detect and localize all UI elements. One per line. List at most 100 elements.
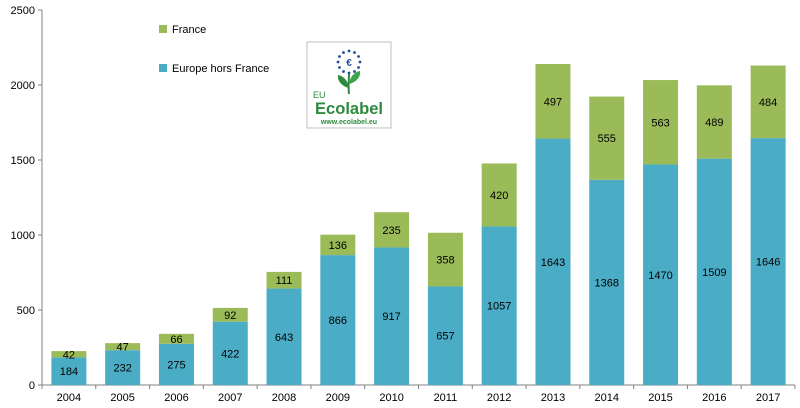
- data-label: 1057: [487, 301, 511, 313]
- data-label: 184: [60, 366, 78, 378]
- data-label: 111: [276, 275, 293, 287]
- data-label: 489: [705, 117, 723, 129]
- legend-label-france: France: [172, 24, 206, 36]
- data-label: 1368: [595, 277, 619, 289]
- bar-segment: [696, 158, 732, 385]
- logo-ecolabel-text: Ecolabel: [315, 99, 383, 118]
- bar-segment: [320, 255, 356, 385]
- star-icon: [353, 70, 356, 73]
- x-tick-label: 2005: [110, 392, 134, 404]
- data-label: 235: [382, 225, 400, 237]
- bar-segment: [481, 226, 517, 385]
- data-label: 420: [490, 190, 508, 202]
- bars: 184 42 232 47 275 66 422 92 643 111 866 136 917 235 65…: [51, 64, 786, 385]
- bar-segment: [696, 85, 732, 159]
- bar-segment: [427, 232, 463, 287]
- data-label: 1509: [702, 267, 726, 279]
- bar-segment: [105, 343, 141, 351]
- data-label: 563: [651, 117, 669, 129]
- star-icon: [342, 51, 345, 54]
- logo-url: www.ecolabel.eu: [320, 119, 377, 126]
- bar-segment: [481, 163, 517, 227]
- x-axis: 2004 2005 2006 2007 2008 2009 2010 2011 2012 2013…: [41, 384, 796, 404]
- x-tick-label: 2009: [326, 392, 350, 404]
- data-label: 66: [170, 334, 182, 346]
- x-tick-label: 2010: [379, 392, 403, 404]
- y-tick-label: 1000: [11, 230, 35, 242]
- bar-segment: [105, 350, 141, 385]
- data-label: 422: [221, 348, 239, 360]
- bar-segment: [643, 80, 679, 165]
- star-circle-icon: [336, 49, 362, 75]
- data-label: 657: [436, 331, 454, 343]
- star-icon: [342, 70, 345, 73]
- y-tick-label: 0: [29, 380, 35, 392]
- bar-segment: [535, 64, 571, 139]
- x-tick-label: 2013: [541, 392, 565, 404]
- y-axis: 0 500 1000 1500 2000 2500: [11, 5, 43, 392]
- star-icon: [347, 49, 351, 53]
- data-label: 1646: [756, 257, 780, 269]
- bar-segment: [374, 247, 410, 385]
- logo-eu-prefix: EU: [313, 90, 326, 100]
- star-icon: [338, 55, 341, 58]
- x-tick-label: 2014: [595, 392, 619, 404]
- data-label: 92: [224, 310, 236, 322]
- x-tick-label: 2011: [434, 392, 458, 404]
- data-label: 497: [544, 96, 562, 108]
- star-icon: [357, 55, 360, 58]
- y-tick-label: 2000: [11, 80, 35, 92]
- bar-segment: [643, 164, 679, 385]
- bar-segment: [51, 351, 87, 358]
- x-tick-label: 2004: [57, 392, 81, 404]
- star-icon: [338, 66, 341, 69]
- bar-segment: [266, 271, 302, 289]
- data-label: 42: [63, 349, 75, 361]
- x-tick-label: 2017: [756, 392, 780, 404]
- bar-segment: [535, 138, 571, 385]
- bar-segment: [212, 321, 248, 385]
- bar-segment: [750, 65, 786, 139]
- data-label: 1470: [648, 270, 672, 282]
- data-label: 275: [167, 359, 185, 371]
- bar-segment: [374, 212, 410, 248]
- x-tick-label: 2008: [272, 392, 296, 404]
- data-label: 47: [117, 342, 129, 354]
- y-tick-label: 1500: [11, 155, 35, 167]
- star-icon: [347, 71, 351, 75]
- bar-segment: [266, 288, 302, 385]
- data-label: 555: [598, 133, 616, 145]
- star-icon: [353, 51, 356, 54]
- bar-segment: [158, 333, 194, 344]
- y-tick-label: 500: [17, 305, 35, 317]
- eu-ecolabel-logo: € EU Ecolabel www.ecolabel.eu: [306, 41, 392, 129]
- x-tick-label: 2007: [218, 392, 242, 404]
- star-icon: [357, 66, 360, 69]
- x-tick-label: 2012: [487, 392, 511, 404]
- x-tick-label: 2015: [648, 392, 672, 404]
- legend-swatch-europe: [159, 64, 167, 72]
- euro-icon: €: [346, 58, 352, 69]
- legend-swatch-france: [159, 25, 167, 33]
- bar-segment: [589, 96, 625, 180]
- legend-label-europe: Europe hors France: [172, 63, 269, 75]
- data-label: 643: [275, 332, 293, 344]
- bar-segment: [320, 234, 356, 256]
- flower-icon: [337, 71, 361, 95]
- data-label: 866: [329, 315, 347, 327]
- bar-segment: [212, 307, 248, 322]
- data-label: 484: [759, 97, 777, 109]
- data-label: 1643: [541, 257, 565, 269]
- bar-segment: [158, 343, 194, 385]
- x-tick-label: 2006: [164, 392, 188, 404]
- bar-segment: [427, 286, 463, 385]
- data-label: 136: [329, 240, 347, 252]
- data-label: 917: [382, 311, 400, 323]
- star-icon: [336, 60, 340, 64]
- star-icon: [358, 60, 362, 64]
- data-label: 232: [113, 363, 131, 375]
- legend: France Europe hors France: [159, 24, 269, 75]
- data-label: 358: [436, 255, 454, 267]
- bar-segment: [589, 179, 625, 385]
